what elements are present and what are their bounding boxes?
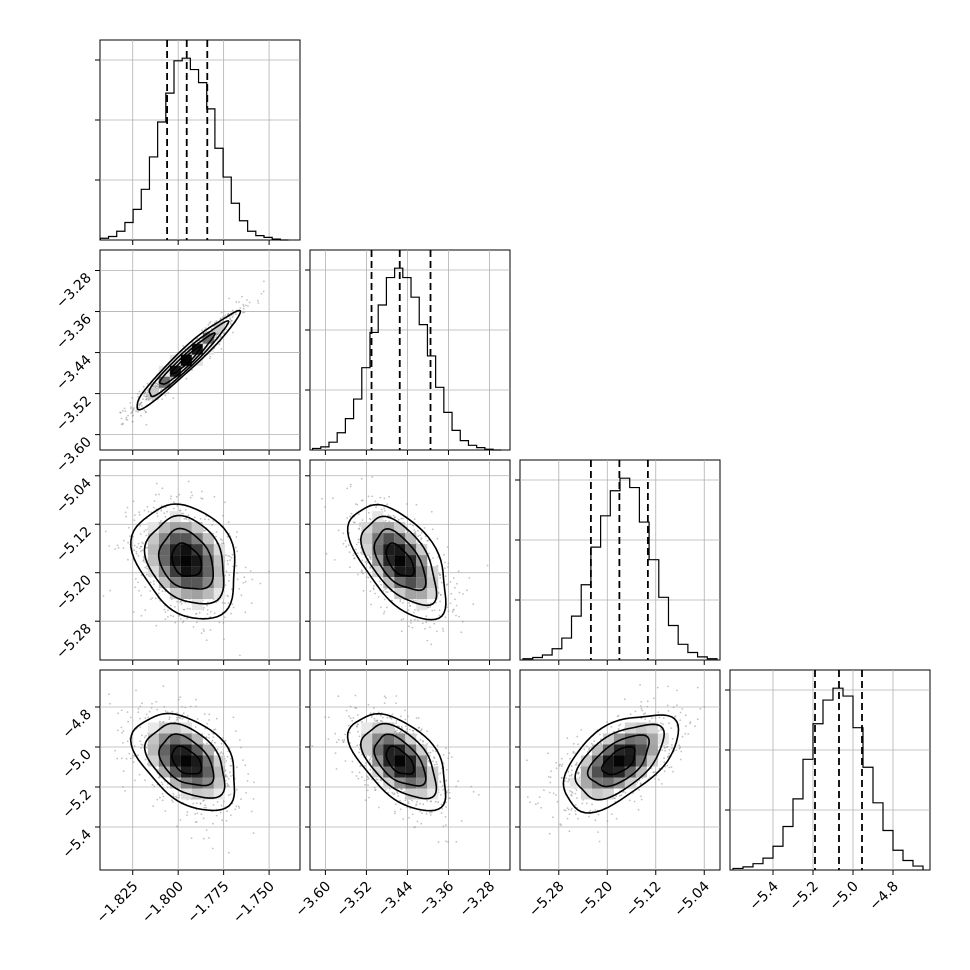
contour-level-1 — [158, 332, 216, 385]
pair-panel-1-2 — [305, 459, 511, 665]
x-tick-label-0: −1.750 — [230, 879, 278, 927]
x-tick-label-3: −5.4 — [746, 878, 781, 913]
y-tick-label-3: −5.2 — [59, 787, 94, 822]
y-tick-label-3: −4.8 — [59, 707, 94, 742]
x-tick-label-1: −3.52 — [334, 879, 376, 921]
contour-level-1 — [373, 527, 427, 592]
panel-frame — [99, 39, 301, 241]
x-tick-label-3: −4.8 — [866, 879, 901, 914]
contour-level-3 — [130, 503, 236, 620]
contour-level-3 — [346, 712, 447, 812]
x-tick-label-2: −5.12 — [623, 879, 665, 921]
y-tick-label-2: −5.28 — [53, 621, 95, 663]
contour-level-2 — [148, 320, 230, 398]
contour-level-0 — [171, 745, 203, 775]
x-tick-label-0: −1.825 — [94, 879, 142, 927]
contour-level-1 — [157, 527, 214, 590]
contour-level-3 — [346, 503, 447, 621]
panel-frame — [729, 669, 931, 871]
pair-panel-0-3 — [95, 669, 301, 875]
x-tick-label-1: −3.36 — [416, 878, 458, 920]
panel-content — [100, 670, 300, 870]
hist-panel-0 — [95, 39, 301, 245]
pair-panel-2-3 — [515, 669, 721, 875]
contour-level-1 — [586, 734, 650, 788]
x-tick-label-2: −5.20 — [574, 879, 616, 921]
x-tick-label-2: −5.04 — [671, 878, 713, 920]
hist-panel-1 — [305, 249, 511, 455]
hist-panel-2 — [515, 459, 721, 665]
histogram-3 — [732, 687, 924, 870]
x-tick-label-3: −5.2 — [786, 879, 821, 914]
panel-content — [100, 460, 300, 660]
contour-level-0 — [601, 746, 636, 776]
contour-level-0 — [170, 344, 203, 375]
panel-content — [100, 250, 300, 450]
pair-panel-0-1 — [95, 249, 301, 455]
pair-panel-1-3 — [305, 669, 511, 875]
contour-level-3 — [562, 714, 680, 814]
y-tick-label-2: −5.12 — [53, 524, 95, 566]
hist-panel-3 — [725, 669, 931, 875]
x-tick-label-0: −1.775 — [185, 879, 233, 927]
contour-level-2 — [359, 515, 438, 607]
x-tick-label-2: −5.28 — [526, 879, 568, 921]
contour-level-3 — [129, 712, 236, 812]
histogram-0 — [99, 57, 289, 241]
gridlines — [310, 250, 510, 450]
panel-content — [310, 460, 510, 660]
density-cells — [147, 511, 225, 611]
y-tick-label-1: −3.44 — [53, 352, 95, 394]
contour-level-2 — [143, 722, 226, 799]
x-tick-label-3: −5.0 — [826, 879, 861, 914]
y-tick-label-3: −5.0 — [59, 747, 94, 782]
contour-level-2 — [359, 722, 438, 800]
density-cells — [361, 511, 439, 611]
y-tick-label-2: −5.20 — [53, 572, 95, 614]
histogram-1 — [311, 267, 502, 451]
contour-level-1 — [373, 733, 427, 787]
y-tick-label-2: −5.04 — [53, 475, 95, 517]
contour-level-0 — [385, 542, 415, 577]
y-tick-label-3: −5.4 — [59, 826, 94, 861]
pair-panel-0-2 — [95, 459, 301, 665]
x-tick-label-0: −1.800 — [139, 879, 187, 927]
contour-level-2 — [574, 723, 666, 801]
y-tick-label-1: −3.36 — [53, 311, 95, 353]
contour-level-1 — [158, 733, 215, 787]
x-tick-label-1: −3.44 — [375, 878, 417, 920]
x-tick-label-1: −3.60 — [293, 879, 335, 921]
panel-content — [310, 670, 510, 870]
contour-level-2 — [143, 514, 225, 605]
contour-level-3 — [136, 309, 242, 411]
gridlines — [100, 40, 300, 240]
contour-level-0 — [171, 542, 203, 577]
panel-frame — [309, 249, 511, 451]
contour-level-0 — [385, 745, 415, 775]
y-tick-label-1: −3.28 — [53, 270, 95, 312]
x-tick-label-1: −3.28 — [457, 879, 499, 921]
y-tick-label-1: −3.60 — [53, 434, 95, 476]
panel-content — [520, 670, 720, 870]
gridlines — [730, 670, 930, 870]
y-tick-label-1: −3.52 — [53, 393, 95, 435]
